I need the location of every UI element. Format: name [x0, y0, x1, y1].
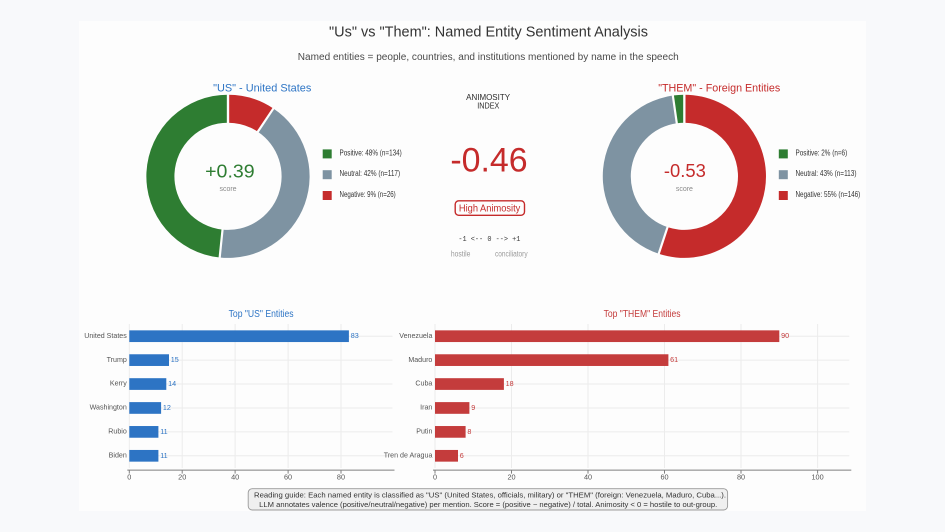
svg-text:ANIMOSITY: ANIMOSITY: [466, 92, 510, 102]
svg-text:United States: United States: [84, 332, 127, 340]
svg-text:Neutral: 43% (n=113): Neutral: 43% (n=113): [796, 169, 857, 178]
svg-text:score: score: [676, 186, 693, 193]
svg-text:Named entities = people, count: Named entities = people, countries, and …: [298, 52, 679, 63]
svg-text:9: 9: [471, 403, 475, 412]
svg-text:Venezuela: Venezuela: [399, 332, 432, 340]
svg-text:0: 0: [127, 473, 131, 482]
svg-text:60: 60: [284, 473, 292, 482]
svg-text:hostile: hostile: [451, 249, 471, 258]
svg-text:score: score: [219, 186, 236, 193]
svg-text:100: 100: [811, 473, 823, 482]
svg-text:Tren de Aragua: Tren de Aragua: [384, 452, 433, 460]
svg-text:Iran: Iran: [420, 404, 432, 412]
svg-text:Rubio: Rubio: [108, 428, 127, 436]
svg-text:Top "US" Entities: Top "US" Entities: [229, 309, 294, 320]
svg-text:90: 90: [781, 331, 789, 340]
svg-text:Putin: Putin: [416, 428, 432, 436]
svg-text:Washington: Washington: [90, 404, 127, 412]
svg-text:8: 8: [467, 427, 471, 436]
svg-text:11: 11: [160, 427, 167, 436]
svg-text:-1 <-- 0 --> +1: -1 <-- 0 --> +1: [458, 236, 520, 244]
svg-text:"THEM" - Foreign Entities: "THEM" - Foreign Entities: [658, 82, 780, 94]
svg-text:LLM annotates valence (positiv: LLM annotates valence (positive/neutral/…: [259, 502, 717, 509]
svg-text:-0.53: -0.53: [664, 160, 706, 181]
svg-text:High Animosity: High Animosity: [459, 203, 521, 215]
svg-text:Kerry: Kerry: [110, 380, 127, 388]
svg-text:Negative: 9% (n=26): Negative: 9% (n=26): [340, 190, 396, 199]
svg-text:12: 12: [163, 403, 171, 412]
svg-text:Reading guide: Each named enti: Reading guide: Each named entity is clas…: [254, 492, 726, 499]
svg-text:40: 40: [584, 473, 592, 482]
svg-text:-0.46: -0.46: [450, 141, 527, 179]
svg-text:Negative: 55% (n=146): Negative: 55% (n=146): [796, 190, 861, 199]
svg-text:Cuba: Cuba: [415, 380, 432, 388]
svg-text:0: 0: [433, 473, 437, 482]
svg-text:Neutral: 42% (n=117): Neutral: 42% (n=117): [340, 169, 401, 178]
svg-text:"Us" vs "Them": Named Entity S: "Us" vs "Them": Named Entity Sentiment A…: [329, 25, 648, 41]
svg-text:11: 11: [160, 451, 167, 460]
svg-text:Positive: 48% (n=134): Positive: 48% (n=134): [340, 148, 403, 157]
svg-text:Top "THEM" Entities: Top "THEM" Entities: [604, 309, 681, 320]
svg-text:Positive: 2% (n=6): Positive: 2% (n=6): [796, 148, 848, 157]
svg-text:80: 80: [737, 473, 745, 482]
svg-text:Trump: Trump: [107, 356, 127, 364]
svg-text:6: 6: [460, 451, 464, 460]
svg-text:+0.39: +0.39: [205, 160, 255, 181]
svg-text:18: 18: [506, 379, 514, 388]
svg-text:15: 15: [171, 355, 179, 364]
svg-text:14: 14: [168, 379, 176, 388]
svg-text:60: 60: [660, 473, 668, 482]
svg-text:40: 40: [231, 473, 239, 482]
svg-text:20: 20: [178, 473, 186, 482]
svg-text:Maduro: Maduro: [408, 356, 432, 364]
svg-text:Biden: Biden: [109, 452, 127, 460]
svg-text:"US" - United States: "US" - United States: [213, 82, 312, 94]
svg-text:conciliatory: conciliatory: [495, 249, 528, 258]
svg-text:83: 83: [351, 331, 359, 340]
svg-text:61: 61: [670, 355, 678, 364]
svg-text:80: 80: [337, 473, 345, 482]
svg-text:20: 20: [507, 473, 515, 482]
svg-text:INDEX: INDEX: [477, 101, 499, 111]
